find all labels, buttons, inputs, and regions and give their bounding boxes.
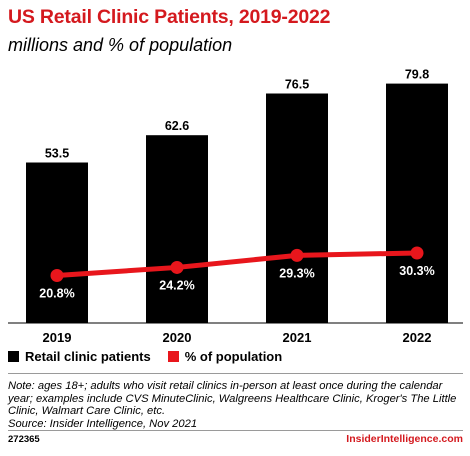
bar-2019 [26,162,88,323]
line-point-2020 [170,260,184,274]
bar-2021 [266,93,328,323]
line-label-2021: 29.3% [279,266,314,280]
bar-label-2019: 53.5 [45,147,69,161]
x-tick-2020: 2020 [163,330,192,345]
legend: Retail clinic patients % of population [8,349,299,364]
footnote-line-2: year; examples include CVS MinuteClinic,… [8,392,457,405]
legend-item-bars: Retail clinic patients [8,349,151,364]
brand-logo-text: InsiderIntelligence.com [346,433,463,445]
bar-2022 [386,83,448,323]
footnote-line-3: Clinic, Walmart Care Clinic, etc. [8,405,166,418]
footnote: Note: ages 18+; adults who visit retail … [8,380,463,430]
legend-label-bars: Retail clinic patients [25,349,151,364]
x-tick-2021: 2021 [283,330,312,345]
line-label-2022: 30.3% [399,264,434,278]
source-line: Source: Insider Intelligence, Nov 2021 [8,417,198,430]
divider-top [8,373,463,374]
line-point-2022 [410,246,424,260]
chart-code: 272365 [8,434,40,445]
footnote-line-1: Note: ages 18+; adults who visit retail … [8,380,443,392]
bar-2020 [146,135,208,323]
x-tick-2022: 2022 [403,330,432,345]
legend-swatch-bars [8,351,19,362]
legend-swatch-line [167,351,179,362]
chart-subtitle: millions and % of population [8,35,233,55]
line-point-2019 [50,269,64,282]
legend-label-line: % of population [184,349,283,364]
bar-label-2021: 76.5 [285,78,309,92]
chart-title: US Retail Clinic Patients, 2019-2022 [8,6,331,28]
x-tick-2019: 2019 [43,330,72,345]
line-series-population [54,250,420,278]
line-point-2021 [290,248,304,262]
chart-area: 53.5 62.6 76.5 79.8 2019 2020 2021 2022 20.8% 24.… [8,68,463,345]
legend-item-line: % of population [167,349,283,364]
line-label-2019: 20.8% [39,287,74,301]
line-label-2020: 24.2% [159,278,194,292]
bar-label-2022: 79.8 [405,68,429,82]
divider-bottom [8,430,463,431]
bar-label-2020: 62.6 [165,119,189,133]
